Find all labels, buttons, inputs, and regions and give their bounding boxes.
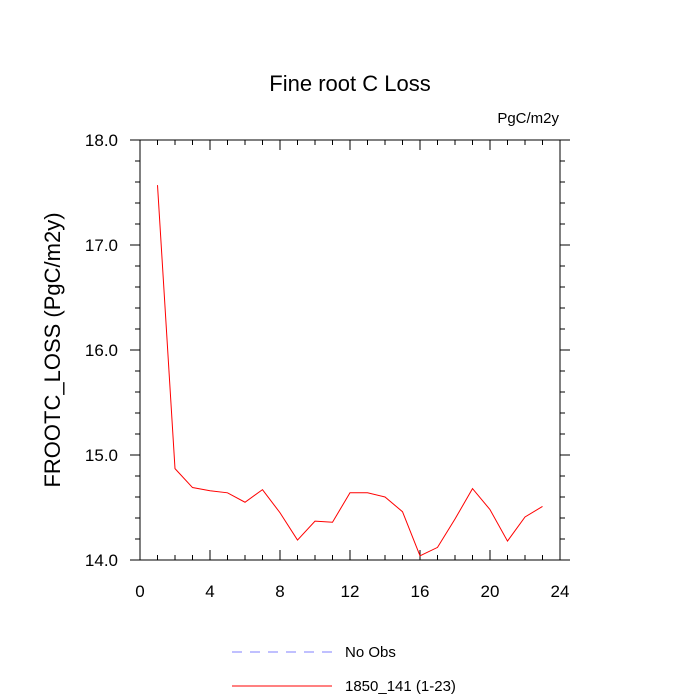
legend: No Obs 1850_141 (1-23) (232, 644, 456, 695)
y-axis-ticks (130, 139, 570, 561)
legend-label-1: 1850_141 (1-23) (345, 678, 456, 695)
y-tick-label: 18.0 (85, 131, 118, 150)
series-lines (157, 185, 543, 557)
chart-title: Fine root C Loss (269, 71, 430, 96)
x-tick-label: 4 (205, 582, 214, 601)
plot-frame (139, 139, 561, 561)
units-label: PgC/m2y (497, 110, 559, 127)
y-tick-label: 15.0 (85, 446, 118, 465)
y-axis-tick-labels: 14.0 15.0 16.0 17.0 18.0 (85, 131, 118, 570)
x-tick-label: 8 (275, 582, 284, 601)
y-tick-label: 16.0 (85, 341, 118, 360)
x-tick-label: 16 (411, 582, 430, 601)
legend-label-0: No Obs (345, 644, 396, 661)
x-tick-label: 12 (341, 582, 360, 601)
y-tick-label: 14.0 (85, 551, 118, 570)
x-tick-label: 0 (135, 582, 144, 601)
x-tick-label: 20 (481, 582, 500, 601)
x-tick-label: 24 (551, 582, 570, 601)
y-axis-label: FROOTC_LOSS (PgC/m2y) (40, 212, 65, 487)
series-line-1 (157, 185, 543, 557)
y-tick-label: 17.0 (85, 236, 118, 255)
x-axis-tick-labels: 0 4 8 12 16 20 24 (135, 582, 569, 601)
x-axis-ticks (139, 140, 561, 560)
